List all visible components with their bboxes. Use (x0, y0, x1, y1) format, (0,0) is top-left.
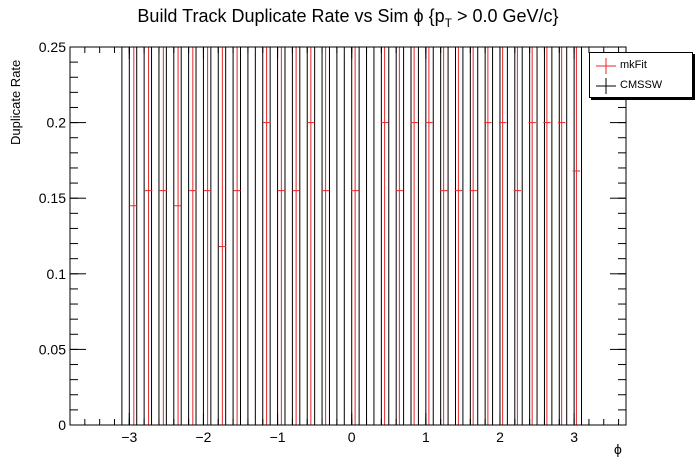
legend: mkFit CMSSW (589, 52, 693, 98)
plot-frame (69, 46, 627, 426)
y-tick-label: 0 (58, 417, 66, 433)
y-axis-label: Duplicate Rate (8, 59, 23, 145)
legend-symbol-mkfit (596, 58, 616, 74)
x-tick-label: −2 (195, 429, 211, 445)
chart-title-tail: > 0.0 GeV/c} (451, 6, 559, 26)
legend-item-mkfit: mkFit (594, 56, 692, 76)
x-tick-label: 1 (422, 429, 430, 445)
legend-label-mkfit: mkFit (620, 59, 647, 71)
x-tick-label: −1 (270, 429, 286, 445)
chart-title-main: Build Track Duplicate Rate vs Sim ϕ {p (137, 6, 445, 26)
y-tick-label: 0.15 (39, 190, 66, 206)
y-tick-label: 0.25 (39, 39, 66, 55)
legend-label-cmssw: CMSSW (620, 79, 663, 91)
x-tick-label: 3 (570, 429, 578, 445)
x-tick-label: 0 (348, 429, 356, 445)
y-tick-label: 0.2 (47, 115, 67, 131)
legend-item-cmssw: CMSSW (594, 76, 692, 96)
x-tick-label: 2 (496, 429, 504, 445)
legend-symbol-cmssw (596, 78, 616, 94)
y-tick-label: 0.05 (39, 341, 66, 357)
x-axis-label: ϕ (614, 441, 622, 457)
x-tick-label: −3 (121, 429, 137, 445)
y-tick-label: 0.1 (47, 266, 67, 282)
chart-title-subscript: T (444, 16, 452, 30)
chart-title: Build Track Duplicate Rate vs Sim ϕ {pT … (0, 6, 696, 30)
